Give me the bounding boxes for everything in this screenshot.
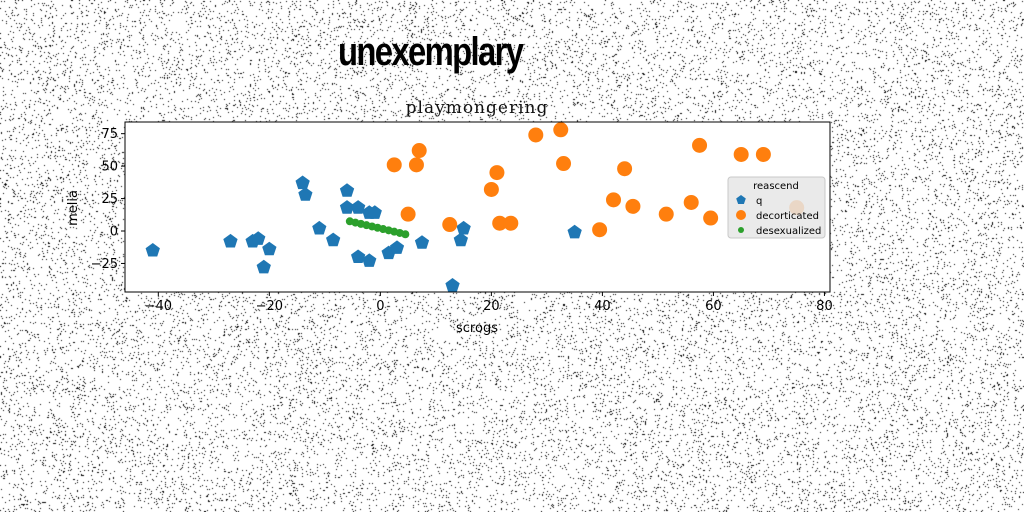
plot-area (125, 122, 830, 292)
point-q-8 (312, 220, 327, 235)
point-decorticated-7 (492, 215, 508, 231)
y-tick-label: −25 (91, 257, 118, 272)
y-tick-label: 50 (101, 160, 118, 175)
legend-marker-q (736, 195, 746, 204)
point-q-9 (326, 232, 341, 247)
point-q-6 (295, 175, 310, 190)
point-decorticated-1 (411, 143, 427, 159)
point-decorticated-18 (692, 137, 708, 153)
point-q-16 (362, 253, 377, 267)
y-axis: −25 0 25 50 75 (91, 127, 125, 272)
point-decorticated-13 (606, 192, 622, 208)
point-decorticated-8 (503, 215, 519, 231)
point-decorticated-16 (658, 206, 674, 222)
x-axis: −40 −20 0 20 40 60 80 (145, 292, 833, 314)
point-decorticated-11 (556, 156, 572, 172)
legend: reascend q decorticated desexualized (727, 176, 826, 239)
point-decorticated-12 (592, 222, 608, 238)
legend-title: reascend (753, 181, 799, 192)
figure-suptitle: unexemplary (338, 30, 524, 74)
y-axis-label: melia (66, 190, 81, 226)
point-decorticated-14 (617, 161, 633, 177)
point-decorticated-0 (386, 157, 402, 173)
point-decorticated-20 (733, 146, 749, 162)
legend-marker-desexualized (738, 227, 744, 233)
point-q-21 (453, 232, 468, 247)
point-q-13 (351, 249, 366, 263)
point-q-3 (251, 231, 266, 245)
point-decorticated-5 (483, 181, 499, 197)
point-q-1 (223, 233, 238, 248)
point-decorticated-10 (553, 122, 569, 138)
legend-box (727, 176, 826, 239)
point-decorticated-19 (703, 210, 719, 226)
x-tick-label: −40 (145, 299, 172, 314)
legend-marker-decorticated (736, 210, 746, 220)
point-q-22 (456, 220, 471, 235)
point-q-23 (567, 224, 582, 239)
x-tick-label: 60 (705, 299, 722, 314)
plot-frame (124, 121, 831, 293)
point-q-4 (262, 241, 277, 256)
point-q-15 (367, 205, 382, 219)
point-q-18 (389, 240, 405, 254)
point-q-19 (414, 235, 430, 249)
point-q-0 (145, 243, 160, 257)
point-q-10 (339, 200, 355, 214)
legend-label-desexualized: desexualized (756, 226, 821, 237)
x-tick-label: 40 (594, 299, 611, 314)
point-q-7 (298, 187, 313, 201)
point-decorticated-3 (400, 206, 416, 222)
point-q-12 (351, 200, 366, 214)
x-axis-label: scrogs (456, 321, 498, 336)
point-decorticated-21 (755, 146, 771, 162)
point-decorticated-2 (408, 157, 424, 173)
chart-title: playmongering (406, 98, 549, 118)
x-tick-label: 0 (376, 299, 384, 314)
point-q-5 (256, 259, 271, 274)
legend-label-q: q (756, 196, 762, 207)
point-decorticated-4 (442, 217, 458, 233)
legend-label-decorticated: decorticated (756, 211, 819, 222)
y-tick-label: 75 (101, 127, 118, 142)
point-decorticated-9 (528, 127, 544, 143)
point-decorticated-6 (489, 165, 505, 181)
x-tick-label: 20 (483, 299, 500, 314)
y-tick-label: 0 (110, 225, 118, 240)
point-desexualized-10 (401, 230, 410, 239)
point-q-11 (339, 183, 355, 197)
x-tick-label: 80 (816, 299, 833, 314)
point-q-20 (445, 278, 460, 292)
y-tick-label: 25 (101, 192, 118, 207)
x-tick-label: −20 (256, 299, 283, 314)
point-decorticated-17 (683, 194, 699, 210)
point-decorticated-15 (625, 198, 641, 214)
